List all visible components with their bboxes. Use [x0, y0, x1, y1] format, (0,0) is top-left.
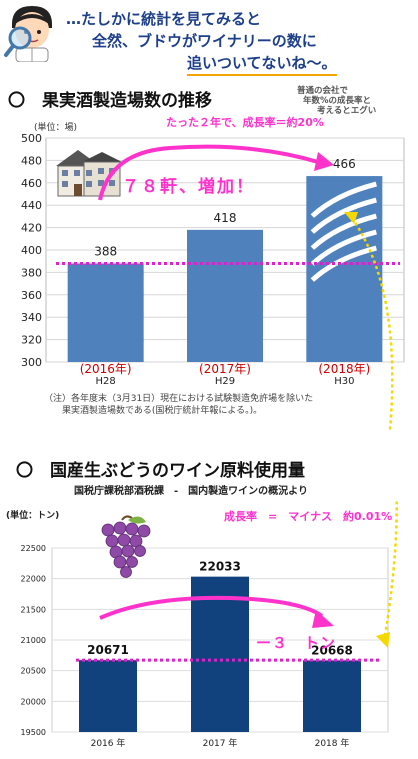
c1-footnote-1: （注）各年度末（3月31日）現在における試験製造免許場を除いた	[44, 394, 314, 404]
c1-category-labels: (2016年)H28 (2017年)H29 (2018年)H30	[80, 362, 371, 387]
c2-bars	[79, 576, 361, 732]
link-arrow-head	[376, 632, 390, 648]
c2-data-label: 22033	[199, 560, 241, 574]
c1-footnote-2: 果実酒製造場数である(国税庁統計年報による。)。	[62, 406, 263, 416]
header-line-3: 追いついてないね～。	[187, 52, 337, 76]
c1-data-label: 466	[333, 157, 356, 171]
c1-arrow-head	[314, 152, 334, 171]
c1-year-note: (2018年)	[318, 362, 370, 376]
c1-y-tick-label: 460	[21, 177, 42, 190]
c1-y-tick-label: 480	[21, 154, 42, 167]
c1-y-tick-label: 500	[21, 132, 42, 145]
chart-winery-count: 300 320 340 360 380 400 420 440 460 480 500 (単位：場)…	[21, 121, 405, 387]
c1-data-label: 388	[94, 244, 117, 258]
c2-data-labels: 20671 22033 20668	[76, 560, 382, 662]
c1-y-tick-label: 380	[21, 266, 42, 279]
header-line-2: 全然、ブドウがワイナリーの数に	[92, 32, 317, 50]
c2-y-tick-label: 21500	[21, 605, 46, 614]
chart-grape-usage: 19500 20000 20500 21000 21500 22000 22500 (単位：…	[6, 500, 398, 749]
c2-y-tick-label: 20500	[21, 667, 46, 676]
grape-icon	[101, 515, 151, 578]
section2-subtitle: 国税庁課税部酒税課 - 国内製造ワインの概況より	[74, 486, 308, 497]
c1-y-axis-label: (単位：場)	[34, 121, 77, 133]
c2-y-tick-label: 19500	[21, 728, 46, 737]
c1-y-tick-label: 400	[21, 244, 42, 257]
c1-y-tick-label: 340	[21, 311, 42, 324]
c2-category-labels: 2016 年 2017 年 2018 年	[91, 737, 350, 749]
side-note-line-2: 年数%の成長率と	[303, 96, 372, 106]
link-arrow-lower	[382, 500, 398, 643]
c2-data-label: 20668	[311, 643, 353, 657]
c1-increase-note: ７８軒、増加！	[122, 177, 255, 197]
c2-y-tick-label: 20000	[21, 697, 46, 706]
section1-title: 〇 果実酒製造場数の推移	[8, 91, 212, 111]
c1-category-label: H30	[334, 376, 354, 387]
c1-category-label: H29	[215, 376, 235, 387]
c2-decrease-note: ー３ トン	[256, 634, 337, 652]
magnifier-character-icon	[4, 6, 52, 62]
c2-bar	[191, 576, 249, 732]
side-note-line-1: 普通の会社で	[297, 86, 349, 96]
c1-data-label: 418	[214, 211, 237, 225]
c1-y-ticks: 300 320 340 360 380 400 420 440 460 480 500	[21, 132, 42, 369]
c1-y-tick-label: 300	[21, 356, 42, 369]
c1-year-note: (2016年)	[80, 362, 132, 376]
c2-category-label: 2017 年	[203, 737, 238, 749]
c2-change-arrow	[99, 595, 324, 620]
c2-category-label: 2018 年	[315, 737, 350, 749]
c2-y-tick-label: 22500	[21, 544, 46, 553]
c1-bar	[67, 263, 144, 362]
c1-y-tick-label: 440	[21, 199, 42, 212]
c2-y-axis-label: (単位：トン)	[6, 509, 59, 521]
c2-arrow-head	[312, 610, 334, 628]
c2-bar	[303, 660, 361, 732]
c1-bar	[187, 229, 263, 362]
c1-category-label: H28	[96, 376, 116, 387]
c1-data-labels: 388 418 466	[56, 157, 400, 265]
c2-y-ticks: 19500 20000 20500 21000 21500 22000 22500	[21, 544, 46, 737]
c1-growth-note: たった２年で、成長率＝約20%	[166, 116, 324, 129]
header-line-1: …たしかに統計を見てみると	[66, 10, 262, 28]
c2-data-label: 20671	[87, 643, 129, 657]
c1-increase-arrow	[98, 144, 319, 201]
c2-bar	[79, 660, 137, 732]
c1-y-tick-label: 320	[21, 334, 42, 347]
side-note-line-3: 考えるとエグい	[317, 106, 377, 116]
c1-y-tick-label: 420	[21, 222, 42, 235]
c1-y-tick-label: 360	[21, 289, 42, 302]
c2-growth-note: 成長率 = マイナス 約0.01%	[224, 510, 393, 523]
c1-highlight-stroke	[310, 197, 377, 234]
c1-year-note: (2017年)	[199, 362, 251, 376]
c2-category-label: 2016 年	[91, 737, 126, 749]
c2-y-tick-label: 21000	[21, 636, 46, 645]
section2-title: 〇 国産生ぶどうのワイン原料使用量	[16, 461, 305, 481]
c1-highlight-stroke	[310, 181, 377, 218]
c2-y-tick-label: 22000	[21, 575, 46, 584]
section1-side-note: 普通の会社で 年数%の成長率と 考えるとエグい	[297, 86, 376, 116]
